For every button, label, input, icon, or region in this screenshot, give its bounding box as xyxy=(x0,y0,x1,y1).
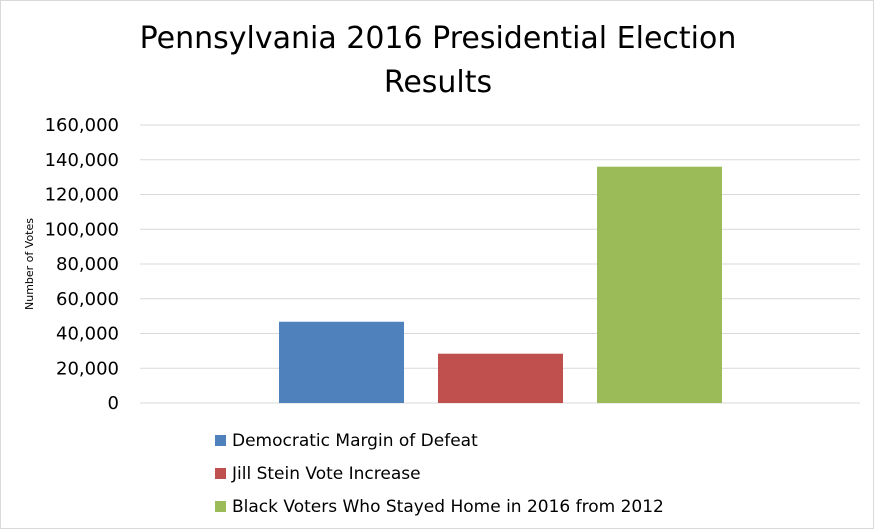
y-tick-label: 60,000 xyxy=(56,289,119,310)
y-tick-label: 0 xyxy=(108,393,119,414)
chart-title-line-1: Pennsylvania 2016 Presidential Election xyxy=(140,21,737,56)
legend-label: Jill Stein Vote Increase xyxy=(231,464,421,484)
legend-label: Democratic Margin of Defeat xyxy=(232,431,478,451)
legend: Democratic Margin of Defeat Jill Stein Vo… xyxy=(215,431,664,517)
gridlines xyxy=(140,124,860,404)
y-tick-label: 160,000 xyxy=(45,115,119,136)
legend-swatch xyxy=(215,435,226,446)
bar-series-1 xyxy=(279,321,404,403)
bar-series-3 xyxy=(597,166,722,403)
bars xyxy=(279,166,722,403)
y-axis-label: Number of Votes xyxy=(23,218,36,310)
y-tick-label: 100,000 xyxy=(45,219,119,240)
legend-swatch xyxy=(215,468,226,479)
y-tick-label: 20,000 xyxy=(56,358,119,379)
y-tick-label: 120,000 xyxy=(45,185,119,206)
legend-swatch xyxy=(215,501,226,512)
bar-series-2 xyxy=(438,353,563,403)
y-axis-ticks: 0 20,000 40,000 60,000 80,000 100,000 120,000 1… xyxy=(45,115,119,414)
y-tick-label: 140,000 xyxy=(45,150,119,171)
y-tick-label: 40,000 xyxy=(56,324,119,345)
chart-title-line-2: Results xyxy=(384,65,492,100)
y-tick-label: 80,000 xyxy=(56,254,119,275)
legend-label: Black Voters Who Stayed Home in 2016 fro… xyxy=(232,497,664,517)
